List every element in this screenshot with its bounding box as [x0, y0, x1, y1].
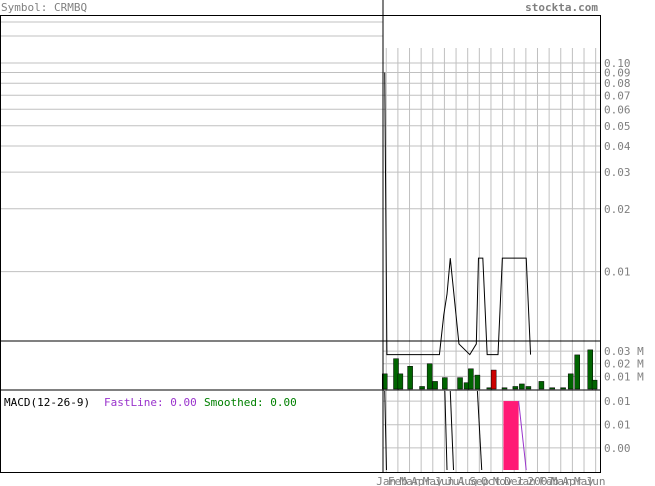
macd-tick-label: 0.01 [604, 395, 631, 408]
price-tick-label: 0.03 [604, 166, 631, 179]
volume-bar [419, 386, 425, 390]
volume-tick-label: 0.03 M [604, 345, 644, 358]
x-tick-label: Feb [388, 475, 408, 486]
x-tick-label: Apr [411, 475, 431, 486]
macd-panel: 0.01 0.01 0.00 [384, 390, 631, 471]
volume-bar [442, 377, 448, 390]
volume-tick-label: 0.01 M [604, 370, 644, 383]
x-tick-label: Dec [504, 475, 524, 486]
macd-title: MACD(12-26-9) [4, 396, 90, 409]
x-tick-label: 2007 [527, 475, 554, 486]
volume-bar [468, 368, 474, 390]
volume-bar [525, 386, 532, 390]
chart-frame [0, 15, 601, 473]
label-layer: Symbol: CRMBQ stockta.com MACD(12-26-9) … [1, 1, 598, 409]
volume-panel: 0.03 M0.02 M0.01 M [381, 345, 644, 390]
macd-smoothed-line [518, 401, 527, 471]
macd-smoothed-legend: Smoothed: 0.00 [204, 396, 297, 409]
volume-bar [591, 379, 598, 390]
x-tick-label: May [574, 475, 594, 486]
x-tick-label: Jun [434, 475, 454, 486]
volume-bar [538, 381, 545, 390]
price-tick-label: 0.02 [604, 203, 631, 216]
price-line [384, 72, 532, 356]
volume-bar [501, 387, 508, 390]
x-tick-label: Aug [458, 475, 478, 486]
volume-bar [407, 366, 413, 390]
volume-bar [574, 354, 580, 390]
price-tick-label: 0.01 [604, 266, 631, 279]
price-panel: 0.100.090.080.070.06 0.05 0.04 0.03 0.02 0.01 [384, 57, 631, 356]
macd-fastline-legend: FastLine: 0.00 [104, 396, 197, 409]
volume-bar [381, 373, 388, 390]
x-tick-label: Nov [493, 475, 513, 486]
x-tick-label: Mar [400, 475, 420, 486]
x-tick-label: Oct [481, 475, 501, 486]
volume-bar [457, 377, 463, 390]
macd-tick-label: 0.00 [604, 442, 631, 455]
volume-bar [512, 386, 519, 390]
volume-bar [432, 381, 438, 390]
volume-bar [519, 383, 525, 390]
price-tick-label: 0.08 [604, 77, 631, 90]
macd-fast-line [449, 390, 455, 471]
volume-bar [567, 373, 574, 390]
x-tick-label: May [423, 475, 443, 486]
volume-bar [474, 374, 481, 390]
x-tick-label: Feb [539, 475, 559, 486]
price-tick-label: 0.09 [604, 67, 631, 80]
volume-bar [587, 349, 593, 390]
volume-bar [426, 363, 433, 390]
x-tick-label: Jul [446, 475, 466, 486]
price-tick-label: 0.06 [604, 103, 631, 116]
volume-bar [560, 387, 566, 390]
price-tick-label: 0.07 [604, 89, 631, 102]
x-tick-label: Apr [562, 475, 582, 486]
macd-fast-line [444, 390, 448, 471]
x-tick-label: Mar [551, 475, 571, 486]
x-tick-label: Jan [516, 475, 536, 486]
price-tick-label: 0.05 [604, 120, 631, 133]
volume-bar [549, 387, 556, 390]
price-tick-label: 0.10 [604, 57, 631, 70]
panel-frames [0, 0, 601, 473]
macd-fast-line [384, 390, 387, 471]
volume-bar [490, 369, 497, 390]
symbol-label: Symbol: CRMBQ [1, 1, 87, 14]
x-tick-label: Sep [469, 475, 489, 486]
price-tick-label: 0.04 [604, 140, 631, 153]
macd-histogram-bar [503, 401, 519, 470]
site-name: stockta.com [525, 1, 598, 14]
volume-bar [397, 373, 404, 390]
x-tick-label: Jun [586, 475, 606, 486]
macd-fast-line [476, 390, 483, 471]
x-tick-label: Jan [376, 475, 396, 486]
volume-tick-label: 0.02 M [604, 358, 644, 371]
macd-tick-label: 0.01 [604, 419, 631, 432]
